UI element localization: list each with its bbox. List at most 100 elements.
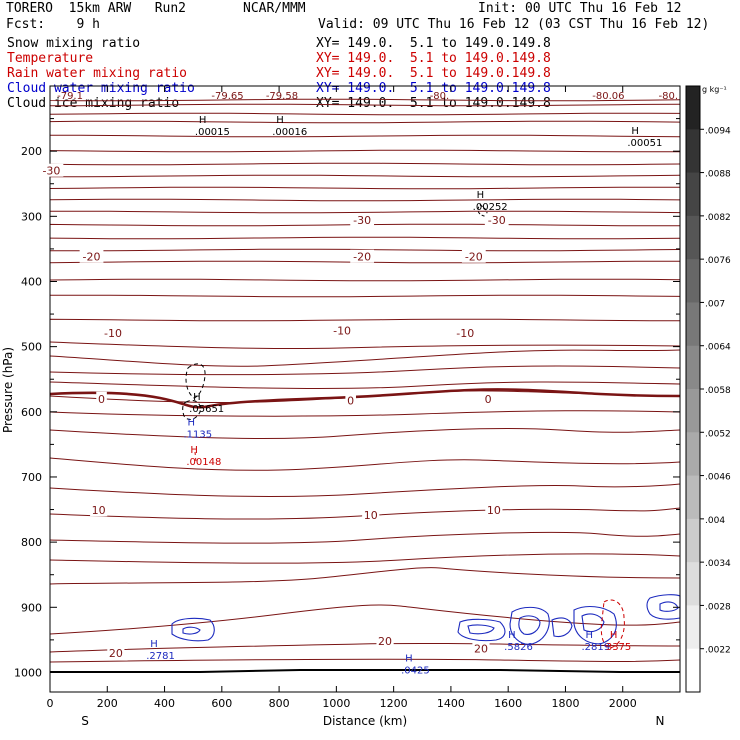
- max-marker: H: [190, 445, 198, 456]
- colorbar-tick-label: .0046: [705, 473, 731, 483]
- isotherm: [49, 410, 681, 417]
- colorbar-segment: [686, 389, 700, 433]
- isotherm: [49, 365, 681, 376]
- colorbar-tick-label: .0058: [705, 386, 731, 396]
- max-marker: H: [150, 639, 158, 650]
- field-name-snow: Snow mixing ratio: [7, 36, 141, 51]
- colorbar-segment: [686, 215, 700, 260]
- cloud-water-contour: [171, 617, 215, 642]
- colorbar-segment: [686, 259, 700, 303]
- y-tick-label: 800: [21, 536, 42, 549]
- temperature-label-bg: [485, 503, 503, 517]
- max-marker: H: [477, 190, 485, 201]
- temperature-label: 0: [98, 393, 105, 406]
- temperature-label-bg: [350, 213, 375, 227]
- max-value-label: .1135: [183, 429, 212, 440]
- colorbar-tick-label: .0052: [705, 429, 731, 439]
- cloud-water-contour: [509, 606, 550, 645]
- max-value-label: 3375: [606, 642, 631, 653]
- colorbar-segment: [686, 172, 700, 217]
- isotherm: [49, 483, 681, 497]
- x-tick-label: 400: [154, 697, 175, 710]
- max-marker: H: [193, 392, 201, 403]
- y-tick-label: 900: [21, 601, 42, 614]
- max-marker: H: [187, 417, 195, 428]
- isotherm: [49, 186, 681, 190]
- x-tick-label: 200: [97, 697, 118, 710]
- isotherm: [49, 349, 681, 367]
- ground-line: [50, 669, 680, 673]
- cloud-water-contour: [551, 617, 573, 638]
- temperature-label-bg: [484, 213, 509, 227]
- field-name-rain: Rain water mixing ratio: [7, 66, 188, 81]
- x-tick-label: 2000: [609, 697, 637, 710]
- endpoint-right: N: [656, 714, 665, 728]
- isotherm: [49, 278, 681, 282]
- y-axis-label: Pressure (hPa): [1, 347, 15, 433]
- temperature-label-bg: [362, 507, 380, 521]
- temperature-label-bg: [39, 163, 64, 177]
- isotherm: [49, 120, 681, 124]
- x-tick-label: 1800: [551, 697, 579, 710]
- temperature-label-bg: [376, 634, 394, 648]
- temperature-label: 20: [109, 647, 123, 660]
- colorbar-tick-label: .0082: [705, 213, 731, 223]
- temperature-label: -10: [104, 327, 122, 340]
- max-value-label: .00148: [186, 457, 221, 468]
- isotherm: [49, 149, 681, 153]
- colorbar-tick-label: .007: [705, 299, 725, 309]
- temperature-label-bg: [101, 325, 125, 339]
- temperature-label-bg: [350, 249, 375, 263]
- isotherm: [49, 341, 681, 350]
- isotherm: [49, 103, 681, 107]
- colorbar-segment: [686, 302, 700, 347]
- max-value-label: .5826: [504, 642, 533, 653]
- colorbar-segment: [686, 605, 700, 650]
- temperature-label-bg: [453, 325, 478, 339]
- header-org: NCAR/MMM: [243, 1, 306, 16]
- temperature-label: -10: [456, 327, 474, 340]
- snow-contour: [477, 204, 488, 217]
- colorbar-segment: [686, 648, 700, 693]
- max-marker: H: [610, 630, 618, 641]
- cloud-water-contour: [457, 618, 506, 642]
- isotherm: [49, 427, 681, 439]
- cloud-water-contour: [518, 615, 541, 635]
- y-tick-label: 500: [21, 341, 42, 354]
- x-tick-label: 1400: [437, 697, 465, 710]
- isotherm: [49, 98, 681, 102]
- colorbar-tick-label: .0088: [705, 170, 731, 180]
- max-value-label: .05651: [189, 404, 224, 415]
- isotherm: [49, 507, 681, 520]
- temperature-label-bg: [90, 503, 108, 517]
- y-tick-label: 200: [21, 145, 42, 158]
- isotherm: [49, 294, 681, 298]
- max-value-label: .00051: [627, 138, 662, 149]
- colorbar-tick-label: .0034: [705, 559, 731, 569]
- colorbar-segment: [686, 562, 700, 606]
- colorbar-tick-label: .0064: [705, 343, 731, 353]
- x-tick-label: 800: [269, 697, 290, 710]
- freezing-level-contour: [49, 388, 681, 409]
- temperature-label: -20: [353, 251, 371, 264]
- temperature-label-bg: [107, 645, 125, 659]
- snow-contour: [182, 399, 201, 420]
- max-marker: H: [199, 115, 207, 126]
- colorbar-segment: [686, 432, 700, 477]
- colorbar-unit: g kg⁻¹: [702, 85, 727, 94]
- x-tick-label: 1000: [322, 697, 350, 710]
- colorbar-segment: [686, 345, 700, 390]
- temperature-label-bg: [330, 323, 354, 337]
- max-value-label: .2819: [582, 642, 611, 653]
- x-tick-label: 600: [211, 697, 232, 710]
- max-marker: H: [276, 115, 284, 126]
- top-temperature-label: -79.58: [266, 91, 298, 102]
- isotherm: [49, 236, 681, 240]
- colorbar-tick-label: .0028: [705, 602, 731, 612]
- temperature-label: 0: [347, 395, 354, 408]
- colorbar-segment: [686, 518, 700, 563]
- header-model: TORERO 15km ARW Run2: [6, 1, 187, 16]
- cloud-layer: [171, 204, 681, 649]
- colorbar-segment: [686, 86, 700, 130]
